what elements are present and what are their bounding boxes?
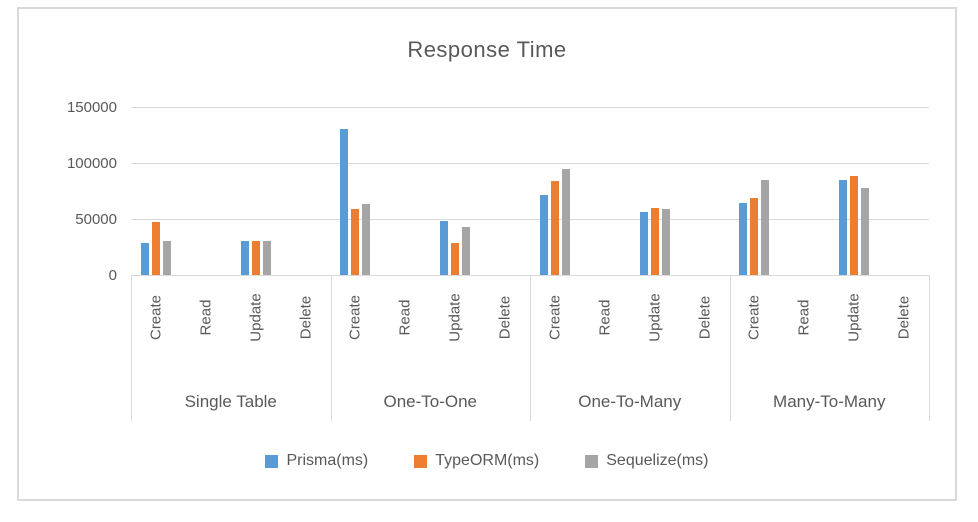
bar-typeorm-ms-many-to-many-update	[850, 176, 859, 275]
bar-sequelize-ms-one-to-many-create	[561, 168, 570, 275]
bar-prisma-ms-single-table-create	[140, 242, 149, 275]
bar-prisma-ms-many-to-many-create	[739, 203, 748, 275]
chart-frame: Response Time Prisma(ms) TypeORM(ms) Seque…	[17, 7, 957, 501]
bar-typeorm-ms-one-to-one-create	[351, 208, 360, 275]
x-axis-group-label: Many-To-Many	[773, 392, 886, 411]
legend-item-sequelize-ms: Sequelize(ms)	[585, 452, 709, 470]
x-axis-operation-label: Delete	[496, 295, 514, 340]
x-axis-operation-label: Create	[147, 294, 165, 341]
legend-swatch-icon	[265, 454, 279, 468]
bar-sequelize-ms-single-table-update	[262, 241, 271, 275]
category-group-divider	[330, 275, 332, 421]
x-axis-operation-label: Read	[596, 299, 614, 336]
legend-label: Sequelize(ms)	[606, 452, 709, 469]
y-axis-tick-label: 50000	[75, 210, 117, 228]
x-axis-operation-label: Delete	[297, 295, 315, 340]
bar-prisma-ms-one-to-one-create	[340, 129, 349, 275]
bar-typeorm-ms-one-to-one-update	[451, 242, 460, 275]
legend-item-prisma-ms: Prisma(ms)	[265, 452, 368, 470]
x-axis-group-label: One-To-Many	[578, 392, 682, 411]
bar-prisma-ms-one-to-many-update	[639, 212, 648, 275]
category-group-divider	[729, 275, 731, 421]
x-axis-group-label: Single Table	[184, 392, 277, 411]
bar-prisma-ms-one-to-one-update	[440, 221, 449, 275]
y-axis-tick-label: 100000	[66, 154, 117, 172]
legend-item-typeorm-ms: TypeORM(ms)	[414, 452, 539, 470]
bar-prisma-ms-one-to-many-create	[539, 195, 548, 275]
bar-typeorm-ms-one-to-many-update	[650, 207, 659, 275]
gridline-100000	[131, 163, 929, 164]
legend-swatch-icon	[414, 454, 428, 468]
x-axis-operation-label: Delete	[895, 295, 913, 340]
gridline-50000	[131, 219, 929, 220]
chart-legend: Prisma(ms) TypeORM(ms) Sequelize(ms)	[19, 452, 955, 470]
bar-typeorm-ms-one-to-many-create	[550, 180, 559, 275]
chart-title: Response Time	[407, 37, 567, 62]
legend-label: TypeORM(ms)	[435, 452, 540, 469]
x-axis-operation-label: Delete	[696, 295, 714, 340]
bar-sequelize-ms-one-to-one-update	[462, 226, 471, 275]
legend-swatch-icon	[585, 454, 599, 468]
bar-prisma-ms-single-table-update	[240, 241, 249, 275]
bar-prisma-ms-many-to-many-update	[839, 179, 848, 275]
bar-typeorm-ms-many-to-many-create	[750, 197, 759, 275]
bar-typeorm-ms-single-table-create	[151, 222, 160, 275]
bar-sequelize-ms-one-to-one-create	[362, 204, 371, 275]
x-axis-operation-label: Create	[745, 294, 763, 341]
x-axis-operation-label: Update	[446, 293, 464, 342]
x-axis-operation-label: Update	[845, 293, 863, 342]
x-axis-operation-label: Update	[247, 293, 265, 342]
x-axis-group-label: One-To-One	[383, 392, 478, 411]
category-group-divider	[929, 275, 930, 421]
y-axis-tick-label: 150000	[66, 98, 117, 116]
x-axis-operation-label: Create	[346, 294, 364, 341]
x-axis-operation-label: Read	[795, 299, 813, 336]
y-axis-tick-label: 0	[108, 266, 117, 284]
x-axis-operation-label: Read	[396, 299, 414, 336]
bar-sequelize-ms-single-table-create	[162, 241, 171, 275]
category-group-divider	[530, 275, 531, 421]
bar-sequelize-ms-one-to-many-update	[661, 208, 670, 275]
x-axis-operation-label: Read	[197, 299, 215, 336]
bar-sequelize-ms-many-to-many-create	[761, 179, 770, 275]
bar-sequelize-ms-many-to-many-update	[861, 187, 870, 275]
x-axis-operation-label: Create	[546, 294, 564, 341]
gridline-150000	[131, 107, 929, 108]
category-group-divider	[131, 275, 132, 421]
legend-label: Prisma(ms)	[286, 452, 369, 469]
x-axis-operation-label: Update	[646, 293, 664, 342]
bar-typeorm-ms-single-table-update	[251, 241, 260, 275]
